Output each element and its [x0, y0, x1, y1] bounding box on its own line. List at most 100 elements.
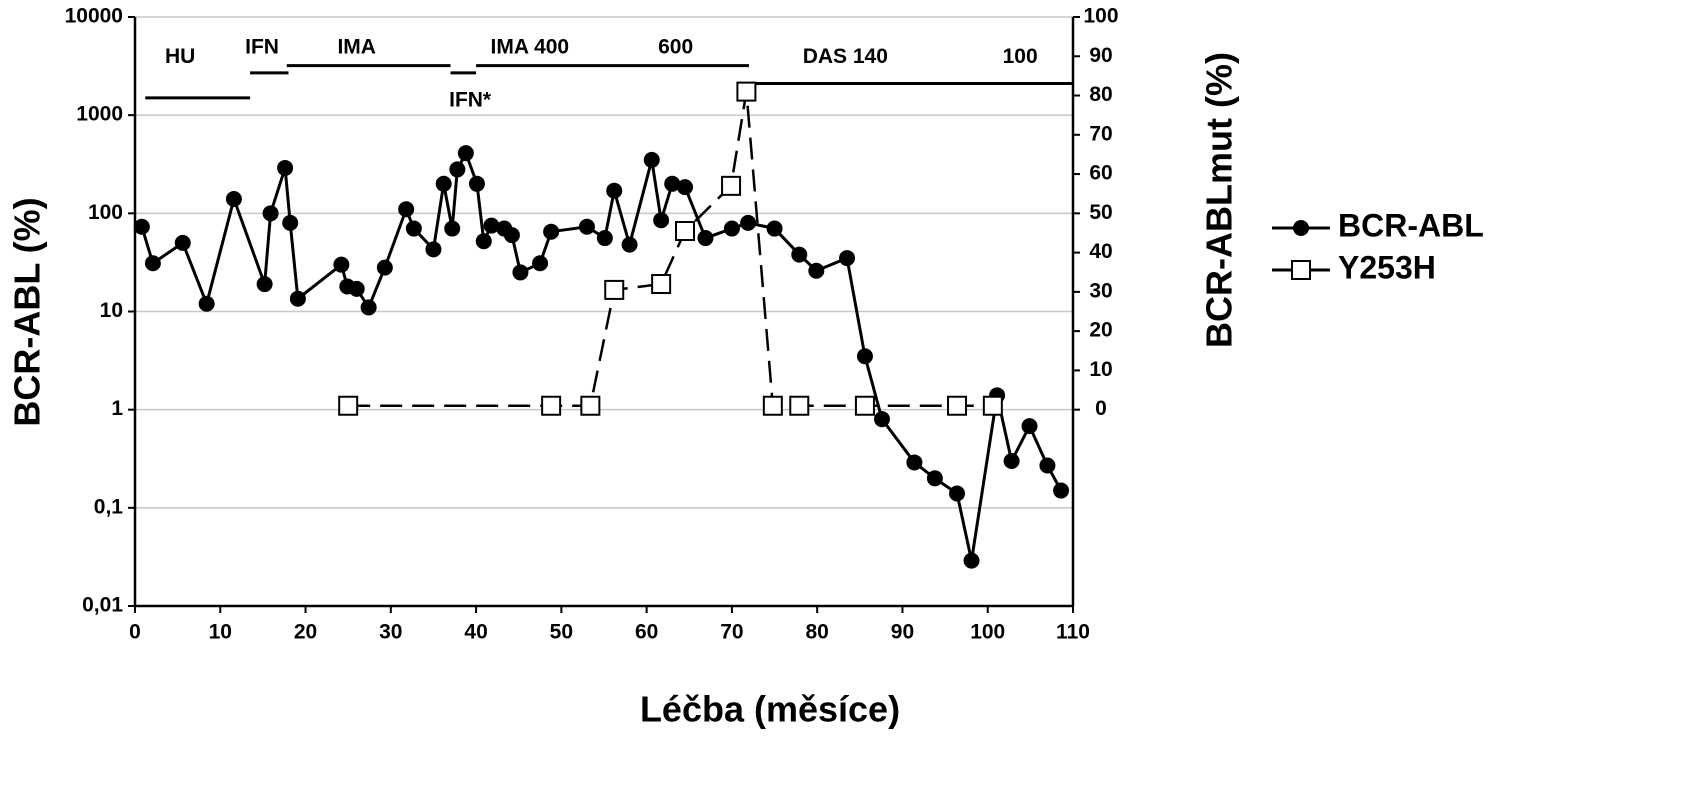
marker-square	[338, 395, 359, 416]
marker-square	[762, 395, 783, 416]
x-tick-label: 70	[720, 621, 743, 644]
marker-circle	[653, 212, 670, 229]
marker-circle	[398, 201, 415, 218]
marker-circle	[225, 190, 242, 207]
marker-circle	[333, 256, 350, 273]
marker-circle	[468, 175, 485, 192]
marker-square	[604, 279, 625, 300]
marker-square	[721, 175, 742, 196]
y-tick-label: 100	[88, 201, 123, 224]
y2-tick-label: 10	[1089, 358, 1112, 381]
marker-square	[541, 395, 562, 416]
treatment-label: DAS 140	[803, 45, 888, 68]
x-tick-label: 100	[970, 621, 1005, 644]
marker-square	[675, 221, 696, 242]
x-tick-label: 50	[550, 621, 573, 644]
marker-square	[947, 395, 968, 416]
marker-circle	[791, 246, 808, 263]
y-tick-label: 10	[100, 299, 123, 322]
y-axis-title: BCR-ABL (%)	[7, 197, 48, 426]
marker-circle	[873, 411, 890, 428]
y2-tick-label: 50	[1089, 201, 1112, 224]
y2-tick-label: 40	[1089, 240, 1112, 263]
y2-tick-label: 0	[1095, 397, 1107, 420]
x-tick-label: 20	[294, 621, 317, 644]
x-axis-title: Léčba (měsíce)	[640, 689, 900, 730]
treatment-label: 600	[658, 35, 693, 58]
marker-circle	[360, 299, 377, 316]
marker-circle	[174, 234, 191, 251]
marker-circle	[578, 218, 595, 235]
marker-circle	[856, 348, 873, 365]
marker-circle	[457, 145, 474, 162]
marker-circle	[1039, 457, 1056, 474]
marker-circle	[475, 233, 492, 250]
y-tick-label: 0,01	[82, 594, 123, 617]
marker-circle	[643, 151, 660, 168]
marker-circle	[512, 264, 529, 281]
marker-square	[736, 81, 757, 102]
marker-circle	[133, 218, 150, 235]
legend-marker	[1293, 220, 1309, 236]
marker-circle	[282, 214, 299, 231]
y2-axis-title: BCR-ABLmut (%)	[1199, 52, 1240, 348]
marker-circle	[348, 280, 365, 297]
marker-circle	[435, 175, 452, 192]
marker-circle	[144, 255, 161, 272]
y-tick-label: 1000	[76, 103, 123, 126]
marker-circle	[483, 217, 500, 234]
marker-circle	[606, 182, 623, 199]
legend-marker	[1291, 260, 1311, 280]
marker-circle	[262, 205, 279, 222]
x-tick-label: 60	[635, 621, 658, 644]
x-tick-label: 30	[379, 621, 402, 644]
marker-circle	[697, 230, 714, 247]
x-tick-label: 80	[806, 621, 829, 644]
marker-circle	[1003, 452, 1020, 469]
treatment-label: 100	[1003, 45, 1038, 68]
marker-circle	[405, 220, 422, 237]
y2-tick-label: 30	[1089, 279, 1112, 302]
marker-square	[854, 395, 875, 416]
y-tick-label: 0,1	[94, 495, 124, 518]
series-line	[348, 91, 993, 407]
treatment-label: IFN	[245, 35, 279, 58]
marker-circle	[1021, 418, 1038, 435]
treatment-label: IFN*	[449, 88, 492, 111]
treatment-label: HU	[165, 45, 195, 68]
marker-circle	[677, 179, 694, 196]
treatment-label: IMA 400	[491, 35, 570, 58]
series-line	[140, 149, 1063, 561]
marker-circle	[808, 262, 825, 279]
marker-circle	[444, 220, 461, 237]
marker-circle	[621, 236, 638, 253]
marker-circle	[740, 214, 757, 231]
marker-square	[580, 395, 601, 416]
marker-circle	[723, 220, 740, 237]
legend-label: BCR-ABL	[1338, 207, 1484, 243]
y-tick-label: 10000	[65, 5, 123, 28]
marker-circle	[277, 159, 294, 176]
marker-circle	[425, 241, 442, 258]
treatment-label: IMA	[337, 35, 376, 58]
y2-tick-label: 100	[1083, 5, 1118, 28]
x-tick-label: 90	[891, 621, 914, 644]
marker-circle	[926, 470, 943, 487]
marker-circle	[503, 227, 520, 244]
marker-circle	[543, 223, 560, 240]
marker-circle	[963, 552, 980, 569]
marker-square	[789, 395, 810, 416]
marker-circle	[376, 259, 393, 276]
marker-circle	[839, 250, 856, 267]
y2-tick-label: 20	[1089, 319, 1112, 342]
marker-circle	[256, 276, 273, 293]
marker-circle	[664, 175, 681, 192]
marker-square	[982, 395, 1003, 416]
y2-tick-label: 60	[1089, 162, 1112, 185]
x-tick-label: 40	[464, 621, 487, 644]
marker-circle	[449, 161, 466, 178]
y2-tick-label: 80	[1089, 83, 1112, 106]
x-tick-label: 110	[1056, 621, 1090, 644]
marker-circle	[289, 290, 306, 307]
legend-label: Y253H	[1338, 249, 1436, 285]
